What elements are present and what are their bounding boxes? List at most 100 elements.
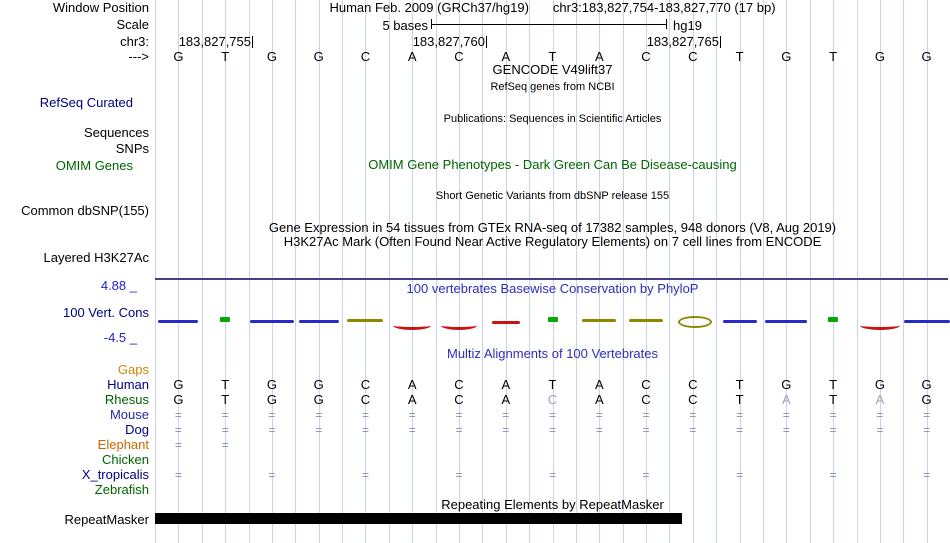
ruler-tick bbox=[252, 36, 253, 48]
alignment-cell: T bbox=[735, 392, 744, 407]
label-window-position: Window Position bbox=[52, 0, 149, 15]
conservation-mark bbox=[722, 320, 757, 323]
alignment-cell: G bbox=[781, 377, 792, 392]
omim-track-title: OMIM Gene Phenotypes - Dark Green Can Be… bbox=[368, 157, 737, 172]
alignment-cell: = bbox=[595, 423, 603, 437]
conservation-mark bbox=[828, 317, 839, 322]
gridline bbox=[412, 0, 414, 543]
alignment-cell: = bbox=[268, 468, 276, 482]
conservation-mark bbox=[765, 320, 808, 323]
species-label-zebrafish[interactable]: Zebrafish bbox=[94, 482, 149, 497]
alignment-cell: T bbox=[829, 377, 838, 392]
track-label-snps[interactable]: SNPs bbox=[115, 141, 149, 156]
alignment-cell: = bbox=[548, 423, 556, 437]
repeatmasker-track-title: Repeating Elements by RepeatMasker bbox=[441, 497, 664, 512]
alignment-cell: C bbox=[360, 392, 371, 407]
alignment-cell: C bbox=[454, 377, 464, 392]
alignment-cell: = bbox=[221, 408, 229, 422]
track-label-repeatmasker[interactable]: RepeatMasker bbox=[64, 512, 149, 527]
species-label-dog[interactable]: Dog bbox=[125, 422, 149, 437]
track-area[interactable]: Human Feb. 2009 (GRCh37/hg19) chr3:183,82… bbox=[155, 0, 950, 543]
alignment-cell: = bbox=[736, 408, 744, 422]
alignment-cell: = bbox=[221, 423, 229, 437]
alignment-cell: = bbox=[268, 423, 276, 437]
dbsnp-track-title: Short Genetic Variants from dbSNP releas… bbox=[435, 190, 670, 202]
species-label-gaps[interactable]: Gaps bbox=[117, 362, 149, 377]
alignment-cell: = bbox=[642, 408, 650, 422]
conservation-mark bbox=[491, 321, 520, 324]
gridline bbox=[809, 0, 811, 543]
track-label-omim-genes[interactable]: OMIM Genes bbox=[55, 158, 133, 173]
track-label-refseq-curated[interactable]: RefSeq Curated bbox=[39, 95, 133, 110]
sequence-base: A bbox=[501, 49, 511, 64]
sequence-base: G bbox=[921, 49, 932, 64]
alignment-cell: G bbox=[173, 392, 184, 407]
alignment-cell: = bbox=[361, 408, 369, 422]
multiz-track-title: Multiz Alignments of 100 Vertebrates bbox=[446, 346, 658, 361]
alignment-cell: T bbox=[829, 392, 838, 407]
gridline bbox=[599, 0, 601, 543]
h3k27ac-signal-line[interactable] bbox=[155, 278, 948, 280]
conservation-mark bbox=[629, 319, 663, 322]
species-label-rhesus[interactable]: Rhesus bbox=[104, 392, 149, 407]
alignment-cell: = bbox=[595, 408, 603, 422]
assembly-title: Human Feb. 2009 (GRCh37/hg19) bbox=[329, 0, 529, 15]
assembly-short-label: hg19 bbox=[673, 18, 702, 33]
label-scale: Scale bbox=[116, 17, 149, 32]
ruler-coordinate-label: 183,827,755 bbox=[178, 34, 251, 49]
conservation-mark bbox=[347, 319, 384, 322]
alignment-cell: C bbox=[454, 392, 464, 407]
gridline bbox=[529, 0, 531, 543]
gridline bbox=[575, 0, 577, 543]
alignment-cell: = bbox=[689, 408, 697, 422]
track-label-layered-h3k27ac[interactable]: Layered H3K27Ac bbox=[43, 250, 149, 265]
track-label-sequences[interactable]: Sequences bbox=[83, 125, 149, 140]
repeatmasker-bar[interactable] bbox=[155, 513, 682, 524]
gridline bbox=[365, 0, 367, 543]
species-label-elephant[interactable]: Elephant bbox=[97, 437, 149, 452]
ruler-tick bbox=[486, 36, 487, 48]
alignment-cell: = bbox=[315, 423, 323, 437]
alignment-cell: = bbox=[174, 438, 182, 452]
gridline bbox=[248, 0, 250, 543]
alignment-cell: = bbox=[315, 408, 323, 422]
track-label-common-dbsnp[interactable]: Common dbSNP(155) bbox=[21, 203, 149, 218]
species-label-human[interactable]: Human bbox=[107, 377, 149, 392]
conservation-mark bbox=[298, 320, 339, 323]
gridline bbox=[459, 0, 460, 543]
alignment-cell: = bbox=[829, 423, 837, 437]
gridline bbox=[342, 0, 344, 543]
alignment-cell: = bbox=[455, 468, 463, 482]
sequence-base: G bbox=[781, 49, 792, 64]
alignment-cell: = bbox=[876, 408, 884, 422]
scale-value: 5 bases bbox=[382, 18, 428, 33]
sequence-base: G bbox=[874, 49, 885, 64]
conservation-mark bbox=[393, 321, 432, 330]
species-label-mouse[interactable]: Mouse bbox=[109, 407, 149, 422]
conservation-mark bbox=[677, 316, 712, 328]
gridline bbox=[178, 0, 180, 543]
refseq-track-subtitle: RefSeq genes from NCBI bbox=[490, 81, 615, 93]
alignment-cell: G bbox=[266, 377, 277, 392]
conservation-mark bbox=[859, 321, 900, 330]
gridline bbox=[646, 0, 647, 543]
alignment-cell: = bbox=[642, 468, 650, 482]
alignment-cell: = bbox=[455, 423, 463, 437]
alignment-cell: = bbox=[502, 408, 510, 422]
label-chrom: chr3: bbox=[120, 34, 149, 49]
alignment-cell: = bbox=[782, 408, 790, 422]
track-label-100-vert-cons[interactable]: 100 Vert. Cons bbox=[63, 305, 149, 320]
alignment-cell: T bbox=[548, 377, 557, 392]
alignment-cell: G bbox=[313, 392, 324, 407]
alignment-cell: = bbox=[548, 408, 556, 422]
gtex-track-title: Gene Expression in 54 tissues from GTEx … bbox=[268, 220, 837, 235]
gridline bbox=[318, 0, 320, 543]
species-label-chicken[interactable]: Chicken bbox=[102, 452, 149, 467]
alignment-cell: = bbox=[174, 423, 182, 437]
position-range: chr3:183,827,754-183,827,770 (17 bp) bbox=[552, 0, 776, 15]
species-label-x_tropicalis[interactable]: X_tropicalis bbox=[81, 467, 149, 482]
conservation-mark bbox=[158, 320, 199, 323]
alignment-cell: G bbox=[173, 377, 184, 392]
gridline bbox=[856, 0, 858, 543]
gridline bbox=[879, 0, 881, 543]
